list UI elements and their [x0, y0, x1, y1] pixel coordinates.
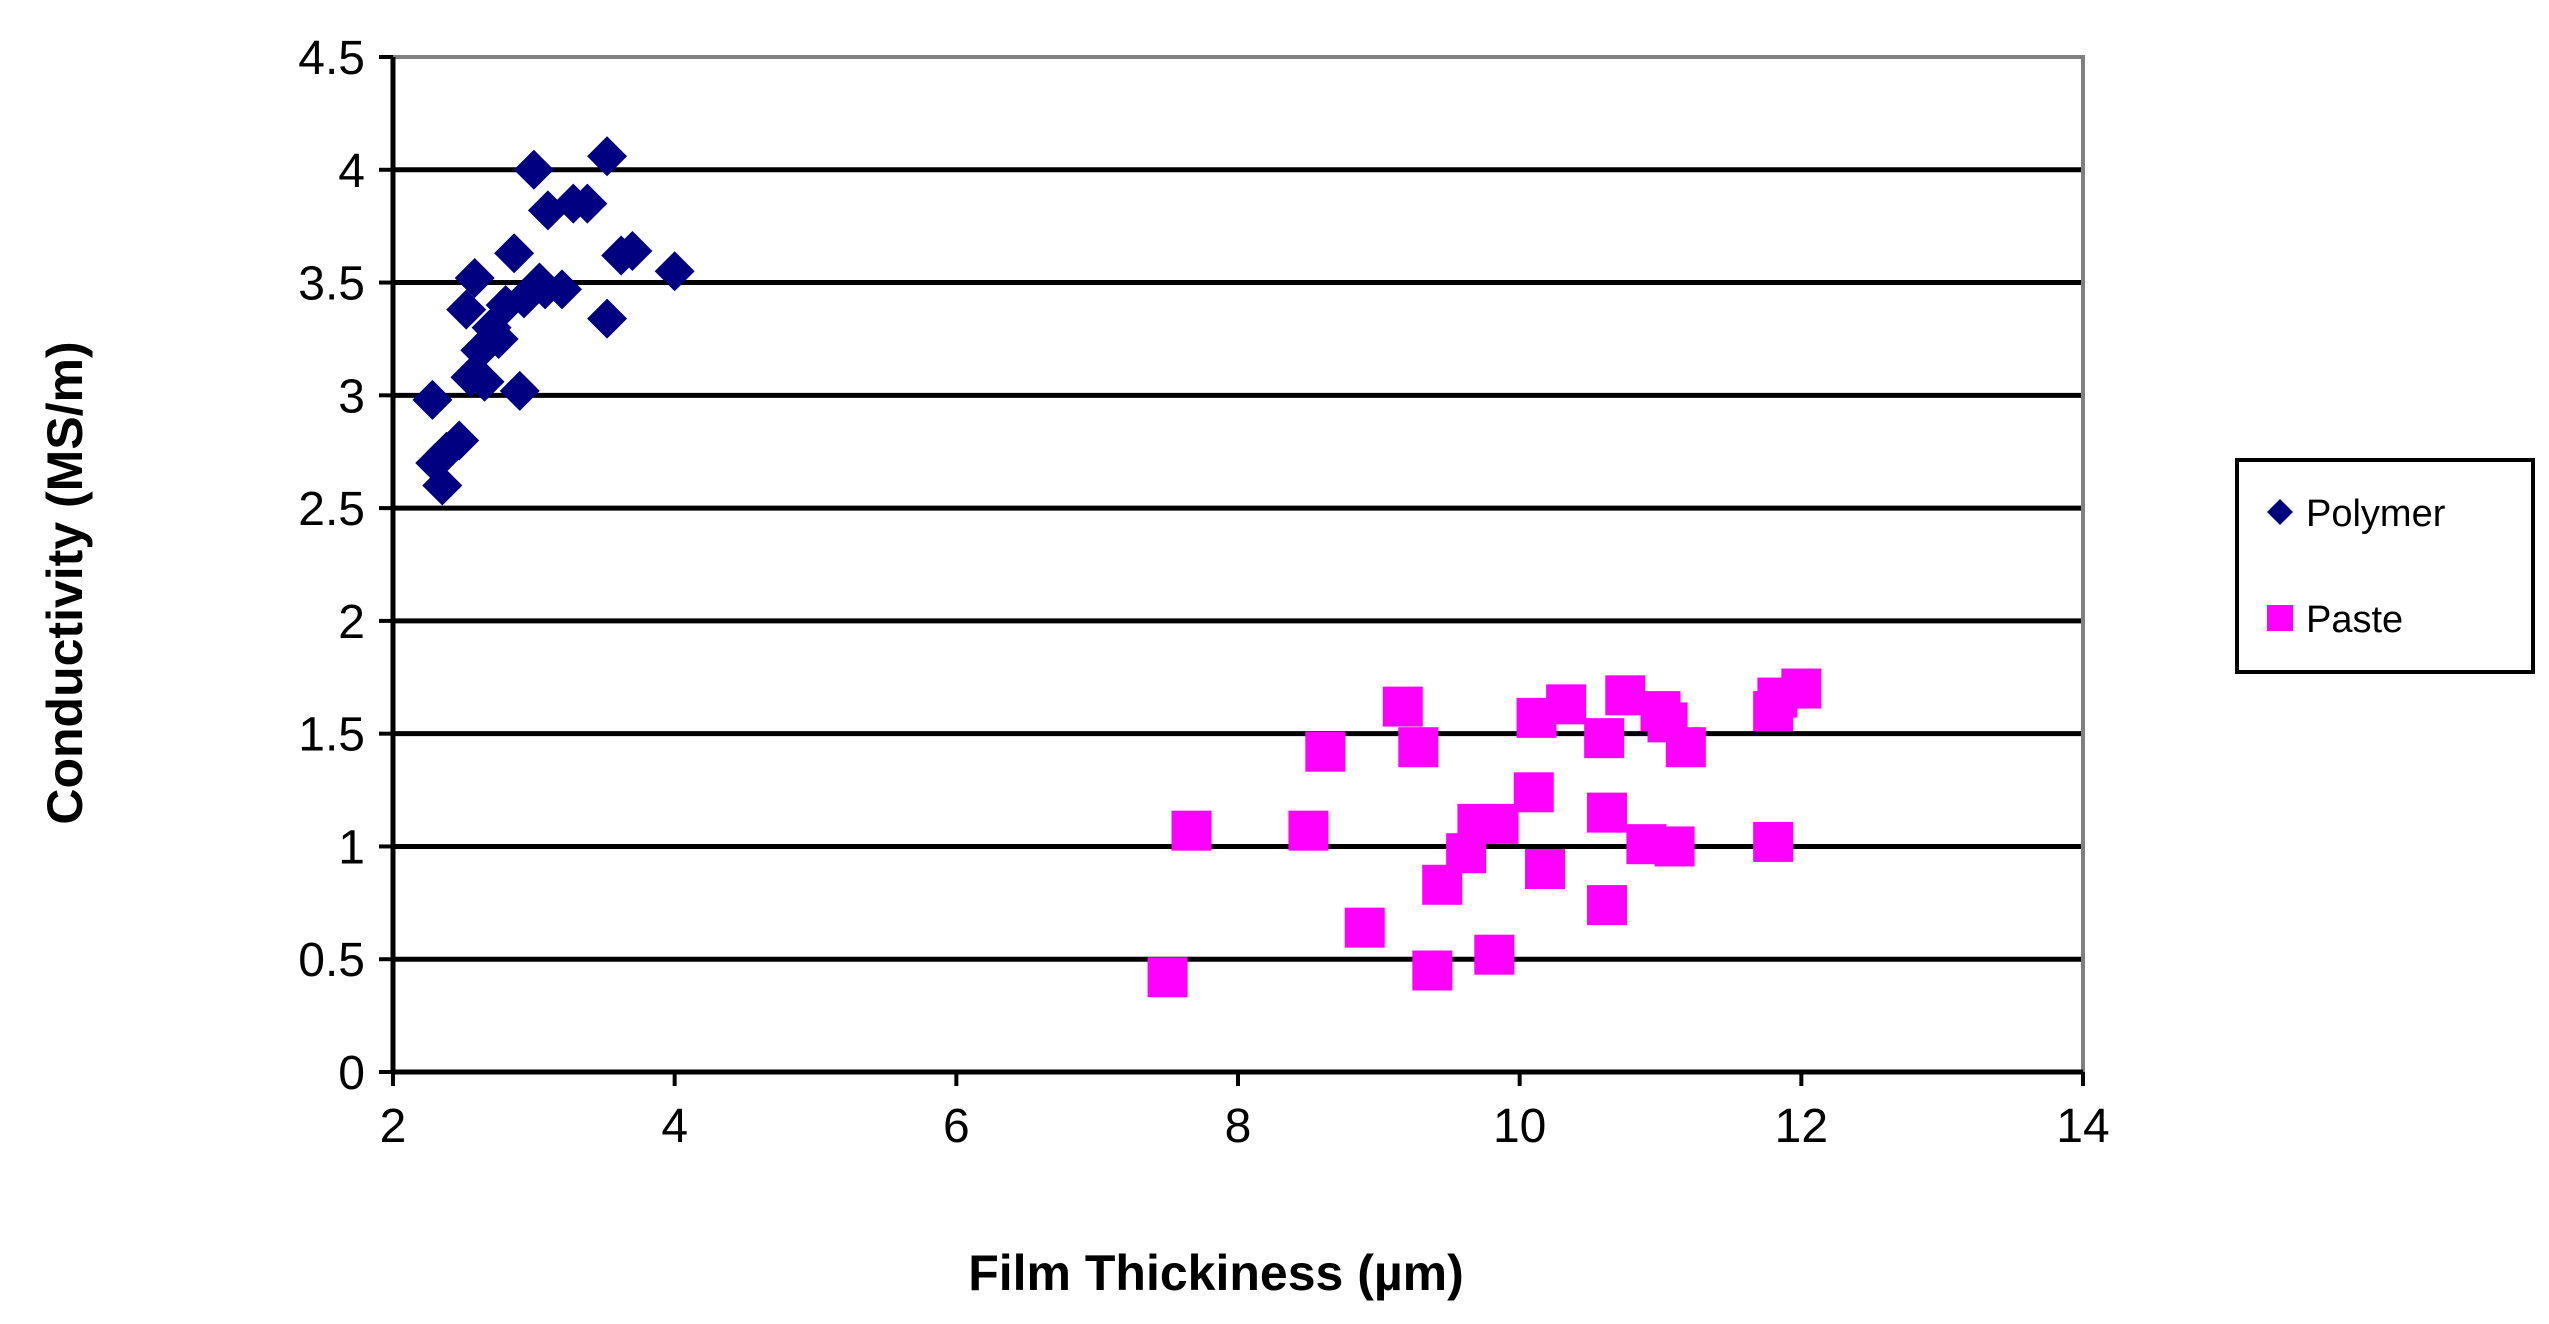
paste-point: [1513, 772, 1554, 813]
paste-point: [1412, 950, 1453, 991]
paste-point: [1586, 792, 1627, 833]
y-tick-label: 1: [338, 821, 365, 874]
legend-marker-paste: [2267, 605, 2293, 631]
polymer-point: [422, 465, 463, 506]
x-tick-label: 14: [2056, 1100, 2109, 1153]
paste-point: [1474, 934, 1515, 975]
tick-labels: 0 0.5 1 1.5 2 2.5 3 3.5 4 4.5 2 4 6 8 10 12 14: [298, 32, 2109, 1153]
paste-point: [1147, 957, 1188, 998]
paste-point: [1478, 803, 1519, 844]
polymer-point: [587, 136, 628, 177]
polymer-point: [454, 258, 495, 299]
x-tick-label: 2: [380, 1100, 407, 1153]
paste-point: [1586, 885, 1627, 926]
paste-point: [1605, 675, 1646, 716]
legend-items: Polymer Paste: [2267, 493, 2446, 641]
x-tick-label: 12: [1775, 1100, 1828, 1153]
series-polymer: [412, 136, 695, 506]
x-axis-title: Film Thickiness (µm): [968, 1245, 1464, 1301]
paste-point: [1654, 826, 1695, 867]
y-tick-label: 2.5: [298, 483, 365, 536]
polymer-point: [513, 149, 554, 190]
polymer-point: [567, 183, 608, 224]
paste-point: [1288, 810, 1329, 851]
y-tick-label: 4: [338, 145, 365, 198]
x-tick-label: 6: [943, 1100, 970, 1153]
paste-point: [1171, 810, 1212, 851]
data-points: [412, 136, 1822, 998]
polymer-point: [542, 269, 582, 310]
gridlines: [393, 167, 2083, 962]
paste-point: [1584, 718, 1625, 759]
polymer-point: [654, 251, 695, 292]
axes: [379, 55, 2085, 1086]
paste-point: [1781, 668, 1822, 709]
polymer-point: [499, 370, 540, 411]
polymer-point: [494, 233, 535, 274]
paste-point: [1753, 821, 1794, 862]
paste-point: [1665, 727, 1706, 768]
y-tick-label: 2: [338, 596, 365, 649]
paste-point: [1546, 684, 1587, 725]
paste-point: [1344, 907, 1385, 948]
polymer-point: [485, 285, 526, 326]
x-tick-label: 8: [1225, 1100, 1252, 1153]
polymer-point: [412, 379, 453, 420]
y-tick-label: 1.5: [298, 709, 365, 762]
polymer-point: [587, 298, 628, 339]
legend-box: [2235, 458, 2535, 674]
paste-point: [1382, 686, 1423, 727]
y-tick-label: 3: [338, 370, 365, 423]
polymer-point: [464, 361, 505, 402]
y-tick-label: 0: [338, 1047, 365, 1100]
polymer-point: [446, 289, 487, 330]
legend-marker-polymer: [2267, 499, 2293, 525]
legend: Polymer Paste: [2235, 458, 2535, 674]
polymer-point: [478, 318, 519, 359]
polymer-point: [439, 420, 480, 461]
polymer-point: [612, 230, 653, 271]
y-tick-label: 0.5: [298, 934, 365, 987]
series-paste: [1147, 668, 1822, 998]
legend-label-paste: Paste: [2306, 599, 2403, 641]
legend-label-polymer: Polymer: [2306, 493, 2446, 535]
x-tick-label: 10: [1493, 1100, 1546, 1153]
paste-point: [1398, 727, 1439, 768]
y-tick-label: 3.5: [298, 258, 365, 311]
paste-point: [1305, 731, 1346, 772]
y-axis-title: Conductivity (MS/m): [37, 341, 93, 824]
paste-point: [1525, 849, 1566, 889]
x-tick-label: 4: [661, 1100, 688, 1153]
y-tick-label: 4.5: [298, 32, 365, 85]
